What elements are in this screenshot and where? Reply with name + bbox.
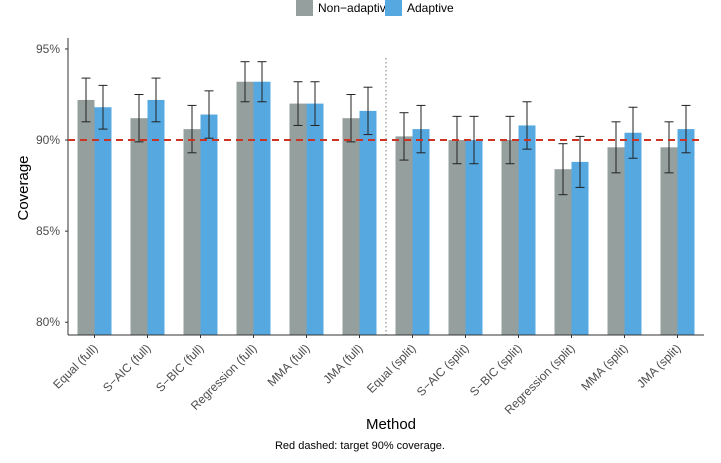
bar <box>147 99 165 335</box>
bar <box>465 140 483 335</box>
x-tick-label: MMA (full) <box>265 341 313 389</box>
x-tick-label: S−AIC (split) <box>414 341 472 399</box>
legend: Non−adaptive Adaptive <box>296 0 454 16</box>
bar <box>624 132 642 335</box>
bar <box>236 81 254 335</box>
bars <box>77 81 695 336</box>
bar <box>289 103 307 335</box>
bar <box>94 107 112 336</box>
x-tick-label: Equal (split) <box>364 341 419 396</box>
x-tick-label: S−AIC (full) <box>100 341 154 395</box>
y-axis: 80% 85% 90% 95% <box>36 38 69 335</box>
bar <box>253 81 271 335</box>
bar <box>200 114 218 335</box>
bar <box>554 169 572 335</box>
reference-line-group <box>68 58 704 335</box>
bar <box>501 140 519 335</box>
x-tick-label: MMA (split) <box>578 341 630 393</box>
bar <box>342 118 360 335</box>
chart-caption: Red dashed: target 90% coverage. <box>275 440 445 452</box>
bar <box>77 99 95 335</box>
legend-label: Adaptive <box>407 1 454 15</box>
x-tick-label: JMA (split) <box>634 341 684 391</box>
bar <box>448 140 466 335</box>
bar <box>412 129 430 335</box>
bar <box>183 129 201 335</box>
y-axis-title: Coverage <box>15 155 32 220</box>
bar <box>359 110 377 335</box>
bar <box>306 103 324 335</box>
y-tick-label: 90% <box>36 133 60 147</box>
y-tick-label: 85% <box>36 224 60 238</box>
legend-label: Non−adaptive <box>318 1 393 15</box>
legend-swatch <box>296 0 313 16</box>
x-axis: Equal (full) S−AIC (full) S−BIC (full)Regr… <box>50 334 704 417</box>
bar <box>130 118 148 335</box>
x-tick-label: S−BIC (split) <box>467 341 525 399</box>
bar <box>607 147 625 335</box>
bar <box>677 129 695 335</box>
legend-swatch <box>385 0 402 16</box>
bar <box>571 161 589 335</box>
error-bars <box>81 61 691 196</box>
bar <box>395 136 413 335</box>
x-tick-label: JMA (full) <box>320 341 365 386</box>
x-tick-label: Equal (full) <box>50 341 100 391</box>
y-tick-label: 80% <box>36 315 60 329</box>
y-tick-label: 95% <box>36 42 60 56</box>
bar <box>660 147 678 335</box>
bar <box>518 125 536 336</box>
x-tick-label: S−BIC (full) <box>153 341 207 395</box>
x-axis-title: Method <box>366 416 416 433</box>
